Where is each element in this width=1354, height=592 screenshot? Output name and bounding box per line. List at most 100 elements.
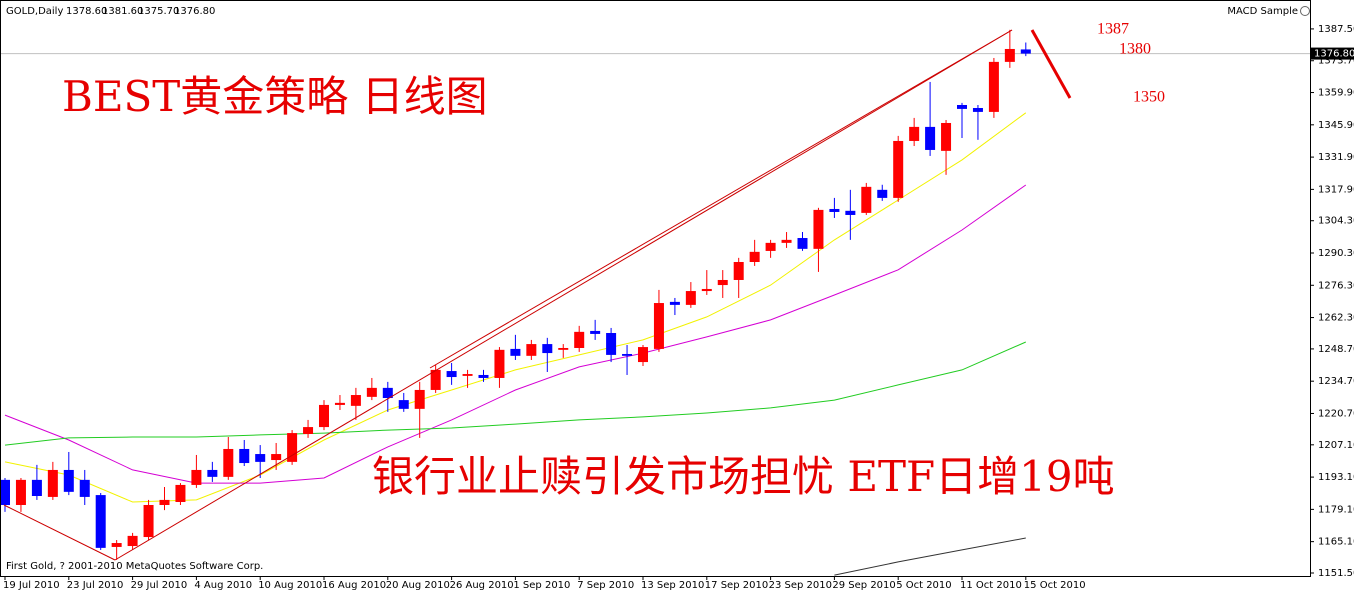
- moving-average: [4, 112, 1027, 503]
- candle-body: [701, 288, 712, 292]
- x-tick-label: 5 Oct 2010: [896, 580, 951, 591]
- candle-body: [175, 484, 186, 502]
- candle-body: [478, 374, 489, 378]
- y-tick-label: 1248.70: [1318, 344, 1354, 355]
- candle-body: [350, 395, 361, 406]
- x-tick-label: 13 Sep 2010: [641, 580, 704, 591]
- y-tick-label: 1359.90: [1318, 88, 1354, 99]
- candle-body: [638, 347, 648, 363]
- candle-body: [462, 374, 473, 376]
- candle-body: [925, 126, 936, 150]
- x-tick-label: 1 Sep 2010: [513, 580, 570, 591]
- y-tick-label: 1262.30: [1318, 313, 1354, 324]
- candle-body: [111, 543, 122, 547]
- candle-body: [797, 238, 808, 249]
- candle-body: [414, 389, 425, 409]
- candle-body: [1, 479, 10, 505]
- candle-body: [15, 479, 26, 505]
- candle-body: [781, 239, 792, 243]
- candle-body: [207, 469, 218, 477]
- y-tick-label: 1331.90: [1318, 152, 1354, 163]
- candle-body: [749, 251, 760, 262]
- candle-body: [765, 242, 776, 251]
- x-tick-label: 20 Aug 2010: [386, 580, 450, 591]
- trend-line: [429, 29, 1013, 369]
- x-tick-label: 29 Jul 2010: [131, 580, 188, 591]
- candle-body: [63, 469, 74, 492]
- y-tick-label: 1317.90: [1318, 184, 1354, 195]
- y-tick-label: 1276.30: [1318, 280, 1354, 291]
- candle-body: [303, 427, 314, 434]
- y-tick-label: 1290.30: [1318, 248, 1354, 259]
- candle-body: [31, 479, 42, 497]
- y-tick-label: 1207.10: [1318, 440, 1354, 451]
- header-low: 1375.70: [138, 6, 179, 17]
- y-tick-label: 1179.10: [1318, 504, 1354, 515]
- x-tick-label: 26 Aug 2010: [450, 580, 514, 591]
- candle-body: [1004, 48, 1015, 62]
- candle-body: [79, 479, 90, 497]
- x-tick-label: 11 Oct 2010: [960, 580, 1022, 591]
- candle-body: [47, 469, 58, 497]
- candle-body: [143, 504, 154, 538]
- candle-body: [685, 291, 696, 305]
- y-tick-label: 1234.70: [1318, 376, 1354, 387]
- candle-body: [606, 333, 617, 355]
- candle-body: [558, 347, 569, 350]
- x-tick-label: 16 Aug 2010: [322, 580, 386, 591]
- moving-average: [4, 184, 1027, 484]
- candle-body: [287, 433, 298, 462]
- y-tick-label: 1220.70: [1318, 408, 1354, 419]
- candle-body: [542, 344, 553, 354]
- y-tick-label: 1165.10: [1318, 537, 1354, 548]
- x-tick-label: 15 Oct 2010: [1024, 580, 1086, 591]
- candle-body: [733, 261, 744, 280]
- price-label-box: [1311, 47, 1354, 60]
- candle-body: [510, 348, 521, 356]
- indicator-name: MACD Sample: [1227, 6, 1298, 17]
- trend-line: [114, 29, 1013, 561]
- candle-body: [494, 349, 505, 378]
- y-tick-label: 1304.30: [1318, 216, 1354, 227]
- title: BEST黄金策略 日线图: [62, 72, 488, 121]
- plot-area: [1, 29, 1310, 576]
- x-tick-label: 4 Aug 2010: [194, 580, 252, 591]
- candle-body: [909, 126, 920, 141]
- moving-average: [834, 537, 1026, 576]
- header-high: 1381.60: [102, 6, 143, 17]
- candle-body: [127, 535, 138, 547]
- x-tick-label: 23 Sep 2010: [769, 580, 832, 591]
- candle-body: [398, 400, 409, 409]
- candle-body: [334, 402, 345, 405]
- candle-body: [526, 344, 537, 356]
- moving-average: [4, 341, 1027, 446]
- candle-body: [590, 330, 601, 334]
- candle-body: [1020, 49, 1031, 54]
- candle-body: [988, 61, 999, 112]
- candle-body: [941, 122, 952, 151]
- candle-body: [861, 186, 872, 213]
- subtitle: 银行业止赎引发市场担忧 ETF日增19吨: [372, 452, 1115, 501]
- candle-body: [223, 448, 234, 477]
- y-tick-label: 1373.70: [1318, 56, 1354, 67]
- candle-body: [877, 189, 888, 198]
- y-tick-label: 1193.10: [1318, 472, 1354, 483]
- candle-body: [845, 210, 856, 215]
- candle-body: [430, 369, 441, 390]
- candle-body: [574, 331, 585, 348]
- plot-frame: [0, 0, 1311, 577]
- symbol: GOLD,Daily: [6, 6, 63, 17]
- header-open: 1378.60: [66, 6, 107, 17]
- candle-body: [893, 140, 904, 198]
- candle-body: [622, 353, 633, 356]
- candle-body: [717, 279, 728, 286]
- candle-body: [191, 469, 202, 485]
- x-tick-label: 29 Sep 2010: [832, 580, 895, 591]
- candle-body: [255, 454, 266, 462]
- x-tick-label: 7 Sep 2010: [577, 580, 634, 591]
- candle-body: [159, 499, 170, 505]
- x-tick-label: 23 Jul 2010: [67, 580, 124, 591]
- candle-body: [446, 371, 457, 378]
- header-close: 1376.80: [174, 6, 215, 17]
